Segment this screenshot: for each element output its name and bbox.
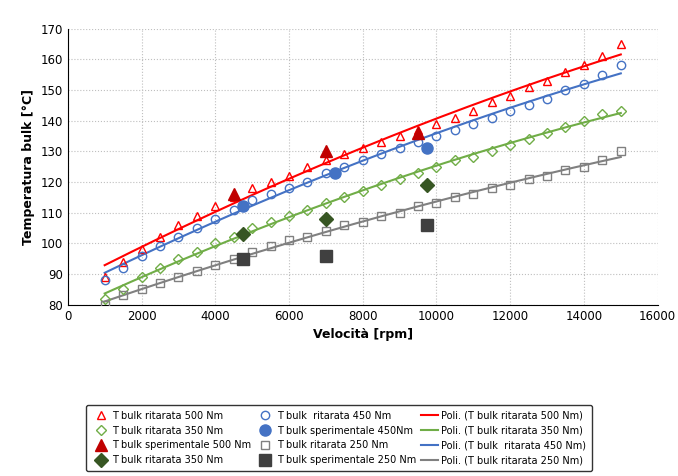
X-axis label: Velocità [rpm]: Velocità [rpm] [313, 328, 413, 341]
Y-axis label: Temperatura bulk [°C]: Temperatura bulk [°C] [22, 89, 35, 245]
Legend: T bulk ritarata 500 Nm, T bulk ritarata 350 Nm, T bulk sperimentale 500 Nm, T bu: T bulk ritarata 500 Nm, T bulk ritarata … [86, 405, 592, 471]
